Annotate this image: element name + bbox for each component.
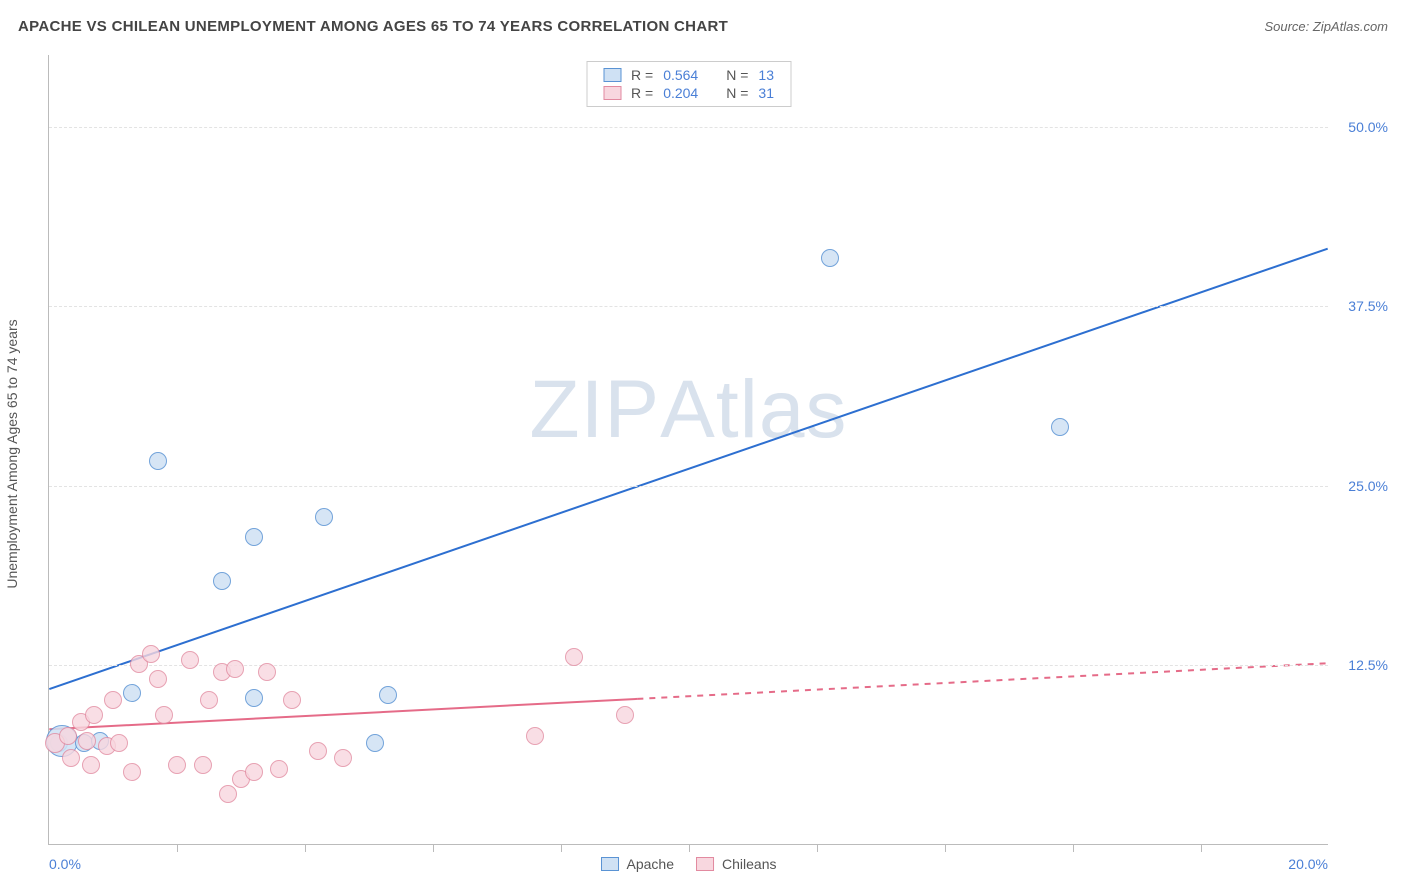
x-tick: [689, 844, 690, 852]
data-point: [379, 686, 397, 704]
data-point: [821, 249, 839, 267]
chart-title: APACHE VS CHILEAN UNEMPLOYMENT AMONG AGE…: [18, 18, 728, 35]
data-point: [366, 734, 384, 752]
r-label: R =: [631, 67, 653, 83]
chart-header: APACHE VS CHILEAN UNEMPLOYMENT AMONG AGE…: [18, 18, 1388, 35]
data-point: [149, 670, 167, 688]
data-point: [219, 785, 237, 803]
data-point: [283, 691, 301, 709]
legend-series: Apache Chileans: [601, 856, 777, 872]
legend-correlation: R = 0.564 N = 13 R = 0.204 N = 31: [586, 61, 791, 107]
data-point: [245, 763, 263, 781]
data-point: [149, 452, 167, 470]
x-tick: [945, 844, 946, 852]
data-point: [82, 756, 100, 774]
data-point: [270, 760, 288, 778]
x-tick: [1201, 844, 1202, 852]
gridline: [49, 306, 1328, 307]
x-tick: [305, 844, 306, 852]
data-point: [258, 663, 276, 681]
x-tick: [817, 844, 818, 852]
y-tick-label: 12.5%: [1348, 657, 1388, 673]
legend-item-apache: Apache: [601, 856, 674, 872]
data-point: [85, 706, 103, 724]
watermark: ZIPAtlas: [530, 363, 848, 457]
data-point: [565, 648, 583, 666]
x-tick-label: 0.0%: [49, 856, 81, 872]
swatch-chileans: [603, 86, 621, 100]
series-label: Apache: [627, 856, 674, 872]
data-point: [123, 684, 141, 702]
n-value: 13: [758, 67, 774, 83]
data-point: [78, 732, 96, 750]
trend-lines: [49, 55, 1328, 844]
swatch-apache: [601, 857, 619, 871]
x-tick: [433, 844, 434, 852]
data-point: [59, 727, 77, 745]
data-point: [110, 734, 128, 752]
n-label: N =: [726, 67, 748, 83]
data-point: [200, 691, 218, 709]
data-point: [226, 660, 244, 678]
swatch-chileans: [696, 857, 714, 871]
y-tick-label: 37.5%: [1348, 298, 1388, 314]
legend-item-chileans: Chileans: [696, 856, 776, 872]
y-tick-label: 25.0%: [1348, 478, 1388, 494]
swatch-apache: [603, 68, 621, 82]
legend-row-apache: R = 0.564 N = 13: [603, 66, 774, 84]
data-point: [213, 572, 231, 590]
gridline: [49, 127, 1328, 128]
x-tick: [561, 844, 562, 852]
data-point: [245, 528, 263, 546]
source-label: Source: ZipAtlas.com: [1264, 19, 1388, 34]
n-value: 31: [758, 85, 774, 101]
y-axis-label: Unemployment Among Ages 65 to 74 years: [4, 319, 20, 588]
data-point: [616, 706, 634, 724]
trend-line-dashed: [637, 663, 1327, 699]
r-label: R =: [631, 85, 653, 101]
r-value: 0.204: [663, 85, 698, 101]
scatter-plot: ZIPAtlas R = 0.564 N = 13 R = 0.204 N = …: [48, 55, 1328, 845]
trend-line-solid: [49, 699, 637, 729]
data-point: [526, 727, 544, 745]
x-tick: [177, 844, 178, 852]
x-tick: [1073, 844, 1074, 852]
n-label: N =: [726, 85, 748, 101]
data-point: [1051, 418, 1069, 436]
data-point: [123, 763, 141, 781]
data-point: [142, 645, 160, 663]
data-point: [62, 749, 80, 767]
x-tick-label: 20.0%: [1288, 856, 1328, 872]
data-point: [245, 689, 263, 707]
y-tick-label: 50.0%: [1348, 119, 1388, 135]
data-point: [315, 508, 333, 526]
r-value: 0.564: [663, 67, 698, 83]
data-point: [334, 749, 352, 767]
data-point: [309, 742, 327, 760]
trend-line-solid: [49, 249, 1327, 689]
data-point: [181, 651, 199, 669]
gridline: [49, 486, 1328, 487]
series-label: Chileans: [722, 856, 776, 872]
legend-row-chileans: R = 0.204 N = 31: [603, 84, 774, 102]
data-point: [194, 756, 212, 774]
data-point: [155, 706, 173, 724]
data-point: [168, 756, 186, 774]
data-point: [104, 691, 122, 709]
